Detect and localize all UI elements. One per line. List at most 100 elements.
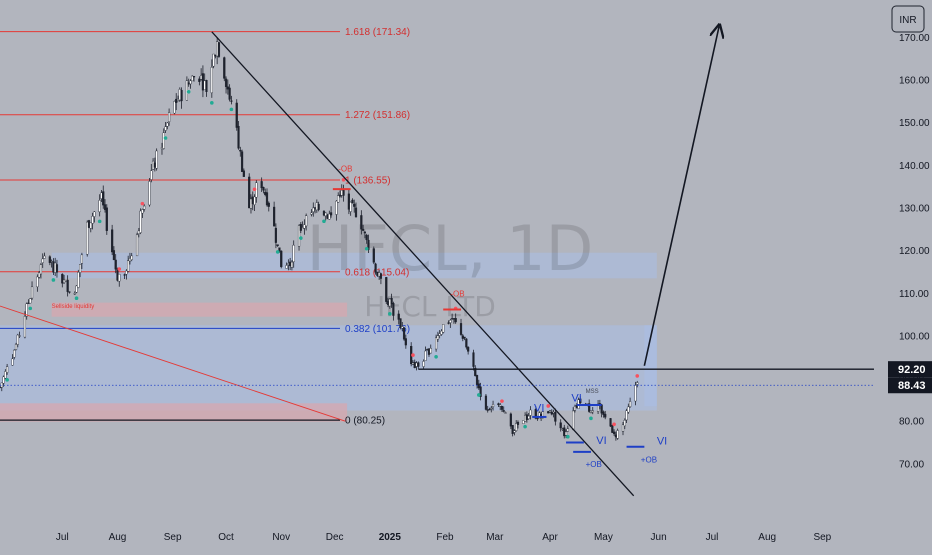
candle-body — [267, 202, 270, 207]
candle-body — [362, 228, 365, 231]
candle-body — [273, 206, 276, 227]
candle-body — [402, 327, 406, 340]
candle-body — [388, 298, 391, 307]
candle-body — [310, 212, 313, 215]
candle-body — [66, 279, 69, 292]
pivot-low-dot — [299, 236, 303, 240]
candle-body — [324, 212, 327, 217]
candle-body — [210, 67, 213, 94]
candle-body — [524, 415, 527, 422]
candle-body — [217, 42, 221, 57]
candle-body — [180, 89, 183, 102]
candle-body — [80, 254, 83, 264]
candle-body — [376, 271, 379, 276]
x-tick-label: Jul — [706, 532, 719, 543]
candle-body — [513, 430, 516, 433]
candle-body — [50, 260, 53, 263]
pivot-low-dot — [434, 355, 438, 359]
candle-body — [572, 410, 575, 430]
projection-arrow — [643, 26, 719, 366]
candle-body — [600, 404, 603, 414]
trend-line-0 — [211, 31, 635, 497]
candle-body — [118, 273, 121, 282]
time-axis[interactable]: Jul Aug Sep Oct Nov Dec 2025 Feb Mar Apr May Jun Jul… — [0, 524, 932, 550]
candle-body — [105, 207, 108, 231]
candle-body — [52, 261, 55, 273]
candle-body — [522, 420, 525, 424]
candle-body — [23, 316, 27, 338]
candle-body — [499, 404, 502, 407]
candle-body — [347, 193, 350, 210]
x-tick-label: Jun — [651, 532, 667, 543]
zone-blue-2 — [51, 252, 657, 279]
pivot-low-dot — [275, 250, 280, 254]
price-label-box-1 — [888, 377, 932, 394]
price-axis[interactable]: 70.0080.0090.00100.00110.00120.00130.001… — [888, 0, 932, 524]
y-tick-label: 100.00 — [899, 331, 930, 342]
watermark-name: HFCL LTD — [364, 290, 496, 323]
candle-body — [137, 230, 140, 234]
candle-body — [143, 205, 146, 210]
y-tick-label: 70.00 — [899, 459, 924, 470]
candle-body — [153, 162, 156, 168]
candle-body — [93, 211, 96, 217]
pivot-low-dot — [229, 107, 234, 112]
currency-badge-label: INR — [899, 15, 916, 26]
fib-label-1: 1.272 (151.86) — [345, 110, 410, 121]
candle-body — [68, 291, 71, 293]
annotation-5: MSS — [586, 389, 599, 395]
candle-body — [354, 207, 358, 218]
candle-body — [78, 264, 82, 273]
candle-body — [484, 395, 488, 410]
candle-body — [561, 428, 564, 430]
candle-body — [438, 333, 441, 336]
candle-body — [447, 322, 450, 324]
candle-body — [292, 244, 295, 262]
candle-body — [465, 338, 468, 348]
candle-body — [228, 87, 231, 100]
candle-body — [511, 425, 514, 434]
candle-body — [614, 434, 617, 438]
pivot-low-dot — [74, 296, 79, 301]
candle-body — [260, 181, 263, 189]
candle-body — [264, 191, 267, 195]
pivot-high-dot — [140, 201, 145, 206]
candle-body — [27, 302, 30, 304]
price-label-1: 88.43 — [898, 380, 926, 392]
candle-body — [305, 215, 308, 227]
candle-body — [463, 336, 466, 339]
candle-body — [128, 258, 132, 262]
candle-body — [235, 102, 238, 128]
x-tick-label: Aug — [109, 532, 127, 543]
candle-body — [30, 286, 34, 299]
currency-badge[interactable]: INR — [891, 5, 925, 33]
candle-body — [102, 191, 105, 206]
pivot-low-dot — [388, 312, 392, 316]
candle-body — [467, 346, 470, 352]
candle-body — [365, 234, 368, 241]
pivot-low-dot — [97, 219, 102, 224]
candle-body — [278, 247, 281, 252]
candle-body — [488, 409, 491, 411]
candle-body — [515, 423, 518, 431]
fib-label-0: 1.618 (171.34) — [345, 27, 410, 38]
candle-body — [289, 261, 292, 267]
candle-body — [150, 170, 153, 180]
annotation-6: VI — [596, 435, 606, 447]
pivot-low-dot — [210, 101, 214, 105]
candle-body — [404, 338, 407, 346]
candle-body — [379, 273, 383, 279]
candle-body — [566, 428, 569, 432]
candle-body — [625, 410, 628, 421]
candle-body — [479, 386, 482, 397]
candle-body — [86, 221, 89, 255]
candle-body — [39, 264, 43, 275]
candle-body — [166, 122, 169, 127]
candle-body — [525, 414, 528, 420]
candle-body — [226, 86, 229, 90]
candle-body — [103, 204, 107, 210]
candle-body — [397, 313, 400, 320]
